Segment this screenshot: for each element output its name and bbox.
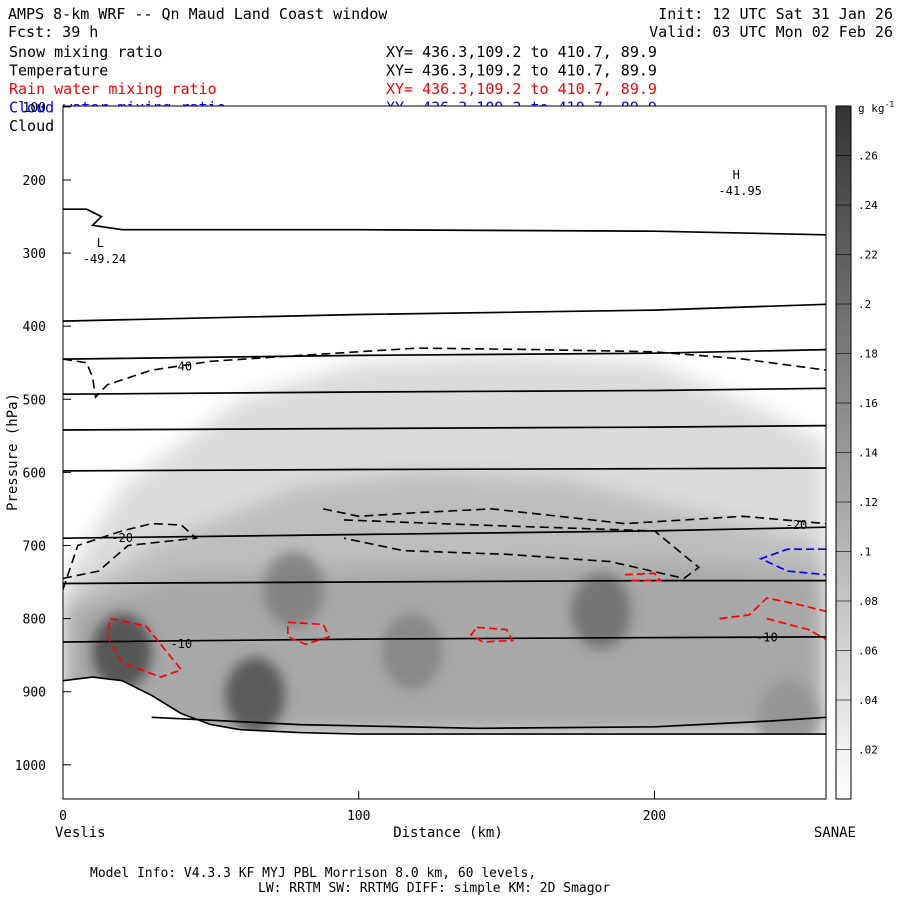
- rain-water-contour: [469, 626, 514, 643]
- temperature-isotherm: [63, 348, 826, 360]
- colorbar-unit-exp: -1: [885, 100, 895, 109]
- isotherm-label: -40: [170, 359, 192, 373]
- temperature-isotherm: [63, 579, 826, 585]
- forecast-hour: Fcst: 39 h: [8, 23, 98, 41]
- y-tick-label: 500: [23, 393, 46, 408]
- terrain-fill: [63, 677, 826, 799]
- field-name: Rain water mixing ratio: [9, 80, 217, 98]
- rain-water-contour: [624, 572, 663, 582]
- colorbar-tick-label: .16: [858, 397, 878, 410]
- isotherm-label: -10: [170, 637, 192, 651]
- isotherm-label: -20: [111, 531, 133, 545]
- extremum-value: -41.95: [719, 184, 762, 198]
- field-name: Snow mixing ratio: [9, 43, 163, 61]
- cloud-ice-contour: [63, 347, 826, 399]
- snow-core: [381, 613, 442, 690]
- colorbar-tick-label: .12: [858, 496, 878, 509]
- colorbar-tick-label: .06: [858, 645, 878, 658]
- colorbar-ticks: .02 .04 .06 .08 .1 .12 .14 .16 .18 .2 .22 .24 .26: [836, 150, 878, 757]
- extremum-marker: L: [97, 236, 104, 250]
- x-end-location: SANAE: [814, 825, 856, 841]
- cloud-water-contour: [758, 548, 826, 576]
- y-tick-label: 400: [23, 320, 46, 335]
- rain-water-contour: [106, 617, 183, 679]
- snow-core-group: [92, 551, 818, 756]
- snow-mixing-ratio-fill: [63, 355, 826, 756]
- x-tick-label: 100: [347, 809, 370, 824]
- x-start-location: Veslis: [55, 825, 106, 841]
- isotherm-label: -20: [786, 518, 808, 532]
- y-tick-label: 800: [23, 613, 46, 628]
- temperature-isotherm: [63, 636, 826, 643]
- rain-water-contour: [286, 621, 331, 646]
- y-axis-label: Pressure (hPa): [5, 393, 21, 511]
- temperature-isotherm: [63, 526, 826, 540]
- y-tick-label: 600: [23, 466, 46, 481]
- colorbar-unit: g kg-1: [858, 100, 894, 115]
- cloud-ice-contour: [63, 522, 198, 590]
- temperature-isotherm: [63, 208, 826, 236]
- colorbar-tick-label: .1: [858, 546, 871, 559]
- temperature-isotherm: [63, 387, 826, 396]
- snow-core: [92, 613, 153, 690]
- colorbar-tick-label: .24: [858, 199, 878, 212]
- colorbar-tick-label: .22: [858, 249, 878, 262]
- chart-title: AMPS 8-km WRF -- Qn Maud Land Coast wind…: [8, 5, 388, 23]
- cloud-ice-contour: [323, 508, 826, 525]
- colorbar-tick-label: .04: [858, 694, 878, 707]
- model-physics: LW: RRTM SW: RRTMG DIFF: simple KM: 2D S…: [258, 881, 610, 896]
- snow-core: [263, 551, 324, 628]
- contour-labels: -40 -20 -20 -10 -10 L -49.24 H -41.95: [83, 168, 808, 651]
- y-tick-label: 200: [23, 174, 46, 189]
- isotherm-label: -10: [756, 631, 778, 645]
- terrain-layer: [63, 676, 826, 799]
- cloud-ice-contours: [63, 347, 826, 590]
- temperature-isotherm: [63, 424, 826, 431]
- colorbar-tick-label: .08: [858, 595, 878, 608]
- y-tick-label: 1000: [15, 759, 46, 774]
- y-tick-label: 700: [23, 540, 46, 555]
- x-tick-label: 200: [643, 809, 666, 824]
- temperature-contours: [63, 208, 826, 730]
- rain-water-contours: [106, 572, 826, 679]
- plot-area: -40 -20 -20 -10 -10 L -49.24 H -41.95: [62, 105, 827, 800]
- colorbar-tick-label: .02: [858, 744, 878, 757]
- field-xy: XY= 436.3,109.2 to 410.7, 89.9: [386, 43, 657, 61]
- colorbar-tick-label: .2: [858, 298, 871, 311]
- temperature-isotherm: [151, 716, 826, 730]
- plot-frame: [62, 105, 827, 800]
- model-info: Model Info: V4.3.3 KF MYJ PBL Morrison 8…: [90, 866, 536, 881]
- extremum-marker: H: [733, 168, 740, 182]
- x-axis-label: Distance (km): [393, 825, 503, 841]
- rain-water-contour: [719, 597, 826, 620]
- cloud-water-contours: [758, 548, 826, 576]
- snow-core: [571, 573, 632, 650]
- x-tick-label: 0: [59, 809, 67, 824]
- y-tick-label: 100: [23, 101, 46, 116]
- colorbar-unit-base: g kg: [858, 102, 885, 115]
- colorbar: .02 .04 .06 .08 .1 .12 .14 .16 .18 .2 .22 .24 .26 g …: [835, 100, 894, 800]
- field-xy: XY= 436.3,109.2 to 410.7, 89.9: [386, 80, 657, 98]
- temperature-isotherm: [63, 467, 826, 472]
- valid-time: Valid: 03 UTC Mon 02 Feb 26: [649, 23, 893, 41]
- init-time: Init: 12 UTC Sat 31 Jan 26: [658, 5, 893, 23]
- field-name: Temperature: [9, 62, 108, 80]
- temperature-isotherm: [63, 303, 826, 322]
- snow-core: [225, 657, 286, 734]
- field-xy: XY= 436.3,109.2 to 410.7, 89.9: [386, 62, 657, 80]
- y-tick-label: 900: [23, 686, 46, 701]
- rain-water-contour: [766, 617, 826, 640]
- y-tick-label: 300: [23, 247, 46, 262]
- terrain-line: [63, 676, 826, 735]
- axes: 100 200 300 400 500 600 700 800 900 1000 0 100 200: [15, 101, 667, 824]
- colorbar-tick-label: .18: [858, 348, 878, 361]
- cloud-ice-contour: [343, 519, 701, 580]
- colorbar-tick-label: .14: [858, 447, 878, 460]
- colorbar-tick-label: .26: [858, 150, 878, 163]
- extremum-value: -49.24: [83, 252, 126, 266]
